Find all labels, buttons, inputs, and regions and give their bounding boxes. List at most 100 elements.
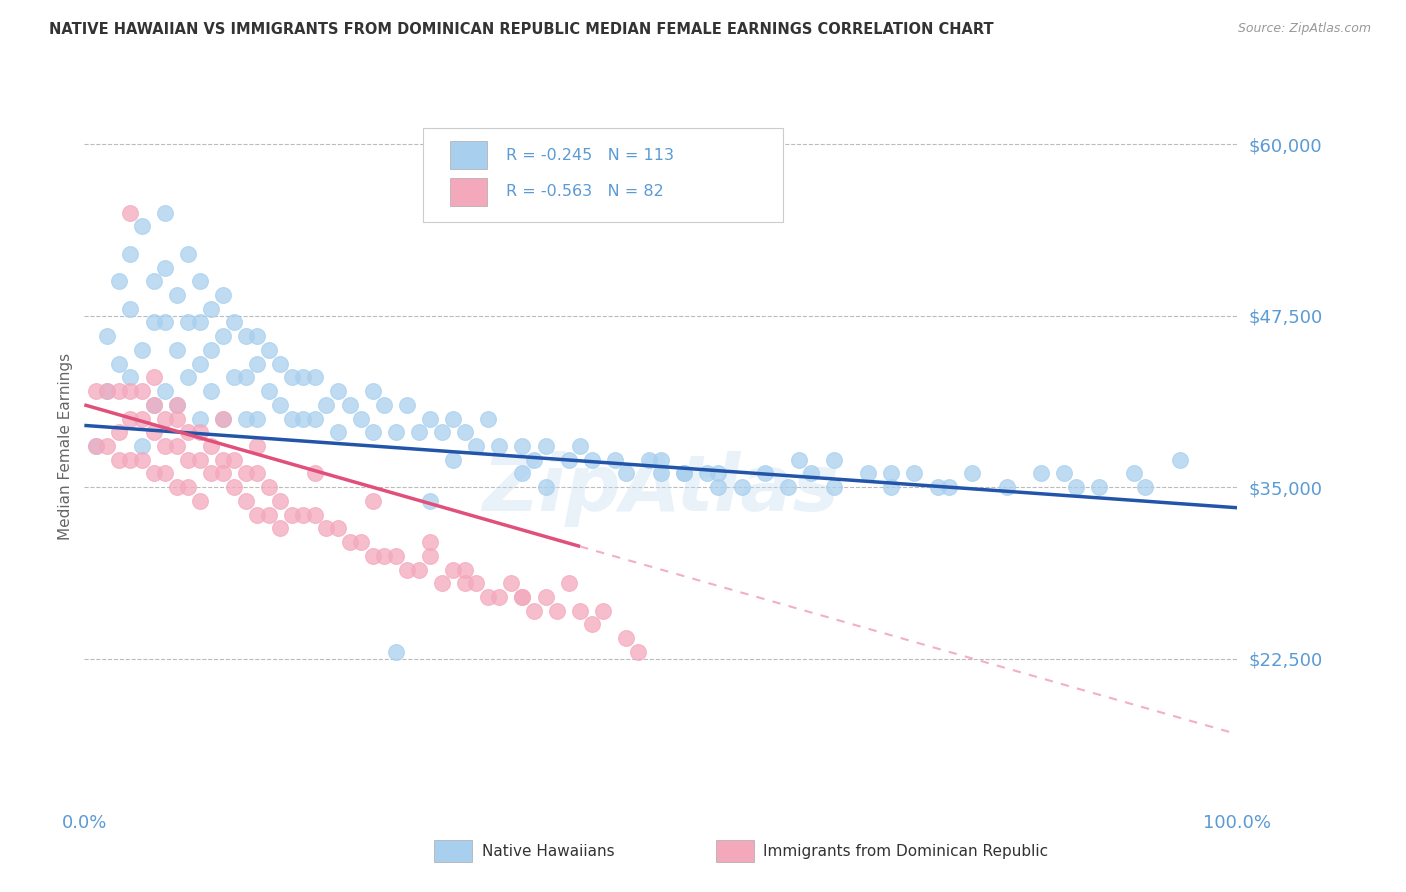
- Point: [1031, 467, 1053, 481]
- Point: [361, 494, 384, 508]
- Point: [638, 452, 661, 467]
- Point: [488, 590, 510, 604]
- Point: [396, 562, 419, 576]
- Point: [326, 521, 349, 535]
- Point: [200, 301, 222, 316]
- Point: [650, 452, 672, 467]
- Point: [627, 645, 650, 659]
- Point: [880, 480, 903, 494]
- Text: NATIVE HAWAIIAN VS IMMIGRANTS FROM DOMINICAN REPUBLIC MEDIAN FEMALE EARNINGS COR: NATIVE HAWAIIAN VS IMMIGRANTS FROM DOMIN…: [49, 22, 994, 37]
- Point: [131, 343, 153, 357]
- Point: [592, 604, 614, 618]
- Point: [188, 316, 211, 330]
- Point: [326, 425, 349, 440]
- Point: [166, 480, 188, 494]
- Point: [211, 411, 233, 425]
- Point: [315, 521, 337, 535]
- Point: [557, 452, 579, 467]
- Point: [384, 425, 406, 440]
- Point: [84, 384, 107, 398]
- Point: [108, 274, 131, 288]
- Point: [257, 384, 280, 398]
- Point: [304, 370, 326, 384]
- Point: [419, 535, 441, 549]
- Point: [188, 425, 211, 440]
- Point: [246, 411, 269, 425]
- Point: [408, 425, 430, 440]
- Point: [650, 467, 672, 481]
- Point: [361, 549, 384, 563]
- Point: [707, 467, 730, 481]
- Point: [153, 384, 176, 398]
- Point: [373, 549, 395, 563]
- Point: [1088, 480, 1111, 494]
- Point: [960, 467, 983, 481]
- Point: [454, 576, 477, 591]
- Point: [557, 576, 579, 591]
- Point: [754, 467, 776, 481]
- Point: [269, 494, 291, 508]
- Point: [153, 467, 176, 481]
- Point: [177, 247, 200, 261]
- Point: [512, 439, 534, 453]
- Point: [177, 425, 200, 440]
- Point: [166, 398, 188, 412]
- Point: [454, 425, 477, 440]
- Text: ZipAtlas: ZipAtlas: [482, 450, 839, 527]
- Point: [120, 247, 142, 261]
- Point: [224, 480, 246, 494]
- Point: [246, 329, 269, 343]
- Point: [927, 480, 949, 494]
- Point: [120, 411, 142, 425]
- Point: [787, 452, 810, 467]
- Point: [269, 398, 291, 412]
- Point: [188, 274, 211, 288]
- Point: [858, 467, 880, 481]
- Point: [534, 480, 557, 494]
- Point: [304, 411, 326, 425]
- Point: [465, 439, 488, 453]
- Point: [361, 425, 384, 440]
- Point: [477, 590, 499, 604]
- Point: [131, 411, 153, 425]
- Point: [177, 370, 200, 384]
- Point: [499, 576, 522, 591]
- Point: [177, 452, 200, 467]
- Point: [96, 384, 118, 398]
- Text: R = -0.245   N = 113: R = -0.245 N = 113: [506, 148, 675, 162]
- Point: [339, 535, 361, 549]
- Point: [477, 411, 499, 425]
- Point: [235, 370, 257, 384]
- Point: [1064, 480, 1087, 494]
- Point: [419, 494, 441, 508]
- Point: [142, 398, 165, 412]
- Point: [776, 480, 799, 494]
- Point: [441, 452, 464, 467]
- Point: [224, 452, 246, 467]
- Point: [523, 452, 546, 467]
- Point: [96, 329, 118, 343]
- Text: Native Hawaiians: Native Hawaiians: [482, 845, 614, 859]
- Point: [108, 357, 131, 371]
- Point: [546, 604, 568, 618]
- Point: [177, 316, 200, 330]
- Point: [281, 411, 304, 425]
- Point: [153, 260, 176, 275]
- Point: [1122, 467, 1144, 481]
- Point: [800, 467, 823, 481]
- Point: [131, 452, 153, 467]
- Point: [880, 467, 903, 481]
- Point: [1133, 480, 1156, 494]
- Point: [281, 370, 304, 384]
- Point: [350, 411, 373, 425]
- Point: [211, 467, 233, 481]
- Point: [465, 576, 488, 591]
- Point: [188, 357, 211, 371]
- Point: [419, 549, 441, 563]
- Point: [224, 370, 246, 384]
- Point: [361, 384, 384, 398]
- Point: [211, 288, 233, 302]
- Point: [315, 398, 337, 412]
- Point: [120, 452, 142, 467]
- Point: [430, 425, 453, 440]
